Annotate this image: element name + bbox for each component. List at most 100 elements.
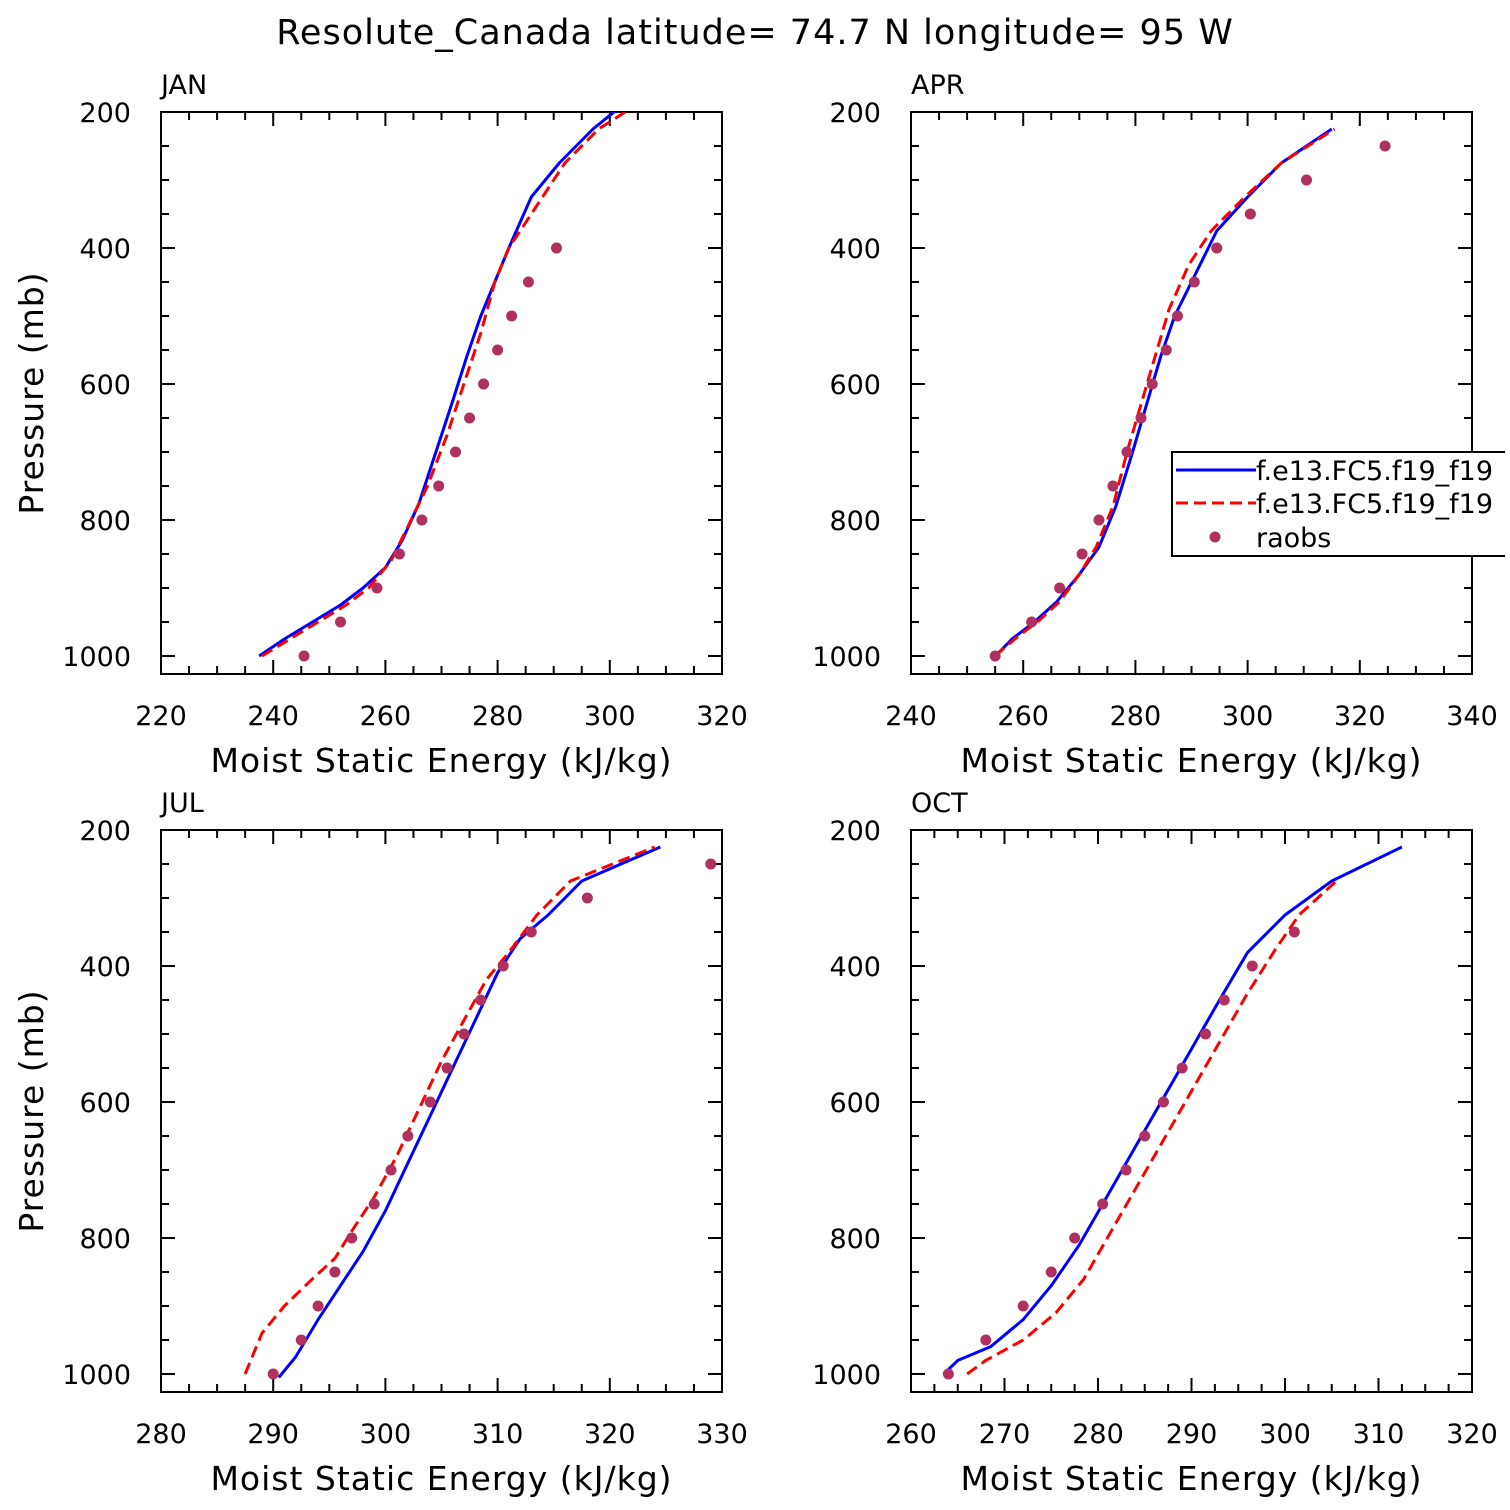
x-axis-label: Moist Static Energy (kJ/kg) (210, 741, 672, 780)
y-tick-label: 600 (829, 370, 881, 401)
raobs-point (1069, 1232, 1081, 1244)
panel-jan: 220 240 260 280 300 320 200 400 600 800 1000 JAN Moi… (12, 70, 748, 780)
raobs-point (1200, 1028, 1212, 1040)
raobs-point (1120, 1164, 1132, 1176)
raobs-point (1160, 344, 1172, 356)
y-tick-label: 1000 (812, 642, 881, 673)
series-marker (298, 242, 563, 662)
x-tick-label: 300 (1259, 1419, 1311, 1450)
y-tick-label: 200 (829, 98, 881, 129)
raobs-point (1093, 514, 1105, 526)
x-tick-label: 260 (360, 701, 412, 732)
raobs-point (475, 994, 487, 1006)
raobs-point (368, 1198, 380, 1210)
raobs-point (1054, 582, 1066, 594)
x-tick-label: 280 (135, 1419, 187, 1450)
x-tick-label: 280 (472, 701, 524, 732)
series-dashed (994, 127, 1336, 658)
raobs-point (424, 1096, 436, 1108)
y-tick-label: 600 (79, 370, 131, 401)
raobs-point (1076, 548, 1088, 560)
y-tick-label: 400 (829, 234, 881, 265)
raobs-point (492, 344, 504, 356)
dashed-series-line (994, 127, 1336, 658)
panel-label: JUL (159, 788, 204, 819)
series-dashed (243, 845, 656, 1375)
series-solid (942, 845, 1403, 1376)
raobs-point (346, 1232, 358, 1244)
x-tick-label: 290 (1166, 1419, 1218, 1450)
y-axis-label: Pressure (mb) (12, 271, 51, 514)
raobs-point (1171, 310, 1183, 322)
x-tick-label: 240 (885, 701, 937, 732)
raobs-point (522, 276, 534, 288)
series-marker (989, 140, 1391, 662)
raobs-point (450, 446, 462, 458)
raobs-point (1107, 480, 1119, 492)
panel-jul: 280 290 300 310 320 330 200 400 600 800 1000 JUL Moi… (12, 788, 748, 1498)
x-tick-label: 320 (584, 1419, 636, 1450)
raobs-point (1135, 412, 1147, 424)
x-tick-label: 330 (696, 1419, 748, 1450)
raobs-point (581, 892, 593, 904)
x-tick-label: 340 (1446, 701, 1498, 732)
raobs-point (295, 1334, 307, 1346)
y-tick-label: 200 (79, 98, 131, 129)
raobs-point (1045, 1266, 1057, 1278)
raobs-point (335, 616, 347, 628)
raobs-point (1244, 208, 1256, 220)
raobs-point (506, 310, 518, 322)
x-tick-label: 280 (1072, 1419, 1124, 1450)
raobs-point (980, 1334, 992, 1346)
legend-marker (1209, 531, 1221, 543)
panel-label: JAN (159, 70, 207, 101)
x-tick-label: 300 (584, 701, 636, 732)
legend-label: f.e13.FC5.f19_f19 (1256, 489, 1493, 520)
series-solid (258, 112, 617, 658)
raobs-point (441, 1062, 453, 1074)
x-axis-label: Moist Static Energy (kJ/kg) (960, 1459, 1422, 1498)
y-tick-label: 800 (79, 1224, 131, 1255)
figure-title: Resolute_Canada latitude= 74.7 N longitu… (276, 13, 1234, 53)
panel-label: APR (911, 70, 965, 101)
plot-frame (160, 829, 723, 1393)
dashed-series-line (243, 845, 656, 1375)
raobs-point (1301, 174, 1313, 186)
raobs-point (267, 1368, 279, 1380)
y-tick-label: 200 (829, 816, 881, 847)
raobs-point (942, 1368, 954, 1380)
y-tick-label: 1000 (812, 1360, 881, 1391)
solid-series-line (991, 127, 1333, 661)
y-tick-label: 800 (829, 1224, 881, 1255)
raobs-point (1218, 994, 1230, 1006)
x-tick-label: 260 (885, 1419, 937, 1450)
panel-oct: 260 270 280 290 300 310 320 200 400 600 800 1000 OCT… (812, 788, 1497, 1498)
x-tick-label: 310 (472, 1419, 524, 1450)
raobs-point (312, 1300, 324, 1312)
panels: 220 240 260 280 300 320 200 400 600 800 1000 JAN Moi… (12, 70, 1498, 1498)
legend-label: raobs (1256, 523, 1331, 554)
raobs-point (464, 412, 476, 424)
raobs-point (1188, 276, 1200, 288)
raobs-point (393, 548, 405, 560)
y-tick-label: 200 (79, 816, 131, 847)
raobs-point (478, 378, 490, 390)
x-axis-label: Moist Static Energy (kJ/kg) (210, 1459, 672, 1498)
x-tick-label: 300 (1222, 701, 1274, 732)
raobs-point (433, 480, 445, 492)
series-solid (991, 127, 1333, 661)
series-marker (942, 926, 1300, 1380)
x-tick-label: 220 (135, 701, 187, 732)
x-tick-label: 240 (247, 701, 299, 732)
solid-series-line (277, 845, 661, 1379)
raobs-point (551, 242, 563, 254)
plot-frame (160, 111, 723, 675)
raobs-point (329, 1266, 341, 1278)
panel-apr: 240 260 280 300 320 340 200 400 600 800 1000 APR Moi… (812, 70, 1497, 780)
plot-frame (910, 111, 1473, 675)
y-tick-label: 400 (79, 952, 131, 983)
y-tick-label: 400 (829, 952, 881, 983)
solid-series-line (258, 112, 617, 658)
raobs-point (298, 650, 310, 662)
